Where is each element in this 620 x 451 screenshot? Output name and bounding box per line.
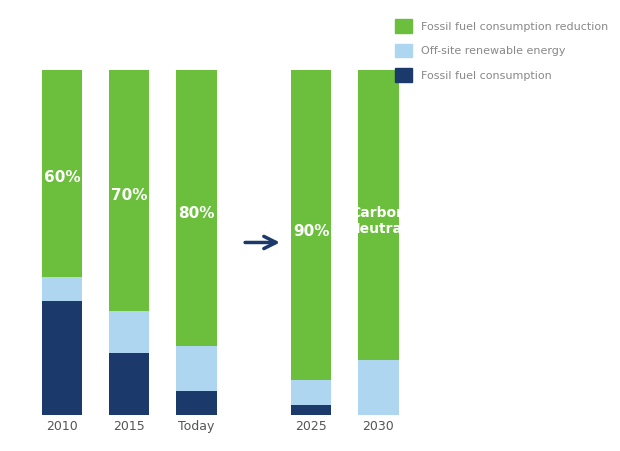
Bar (42, 277, 82, 301)
Bar (176, 70, 217, 346)
Bar (291, 381, 331, 405)
Bar (109, 70, 149, 312)
Bar (109, 353, 149, 415)
Bar (176, 391, 217, 415)
Bar (176, 346, 217, 391)
Bar (42, 301, 82, 415)
Text: 90%: 90% (293, 224, 329, 239)
Text: 60%: 60% (43, 170, 80, 185)
Text: 80%: 80% (179, 206, 215, 221)
Bar (109, 312, 149, 353)
Bar (358, 360, 399, 415)
Legend: Fossil fuel consumption reduction, Off-site renewable energy, Fossil fuel consum: Fossil fuel consumption reduction, Off-s… (396, 19, 608, 82)
Text: Carbon
Neutral: Carbon Neutral (349, 206, 408, 236)
Bar (358, 70, 399, 360)
Text: 70%: 70% (111, 188, 148, 203)
Bar (291, 70, 331, 381)
Bar (42, 70, 82, 277)
Bar (291, 405, 331, 415)
